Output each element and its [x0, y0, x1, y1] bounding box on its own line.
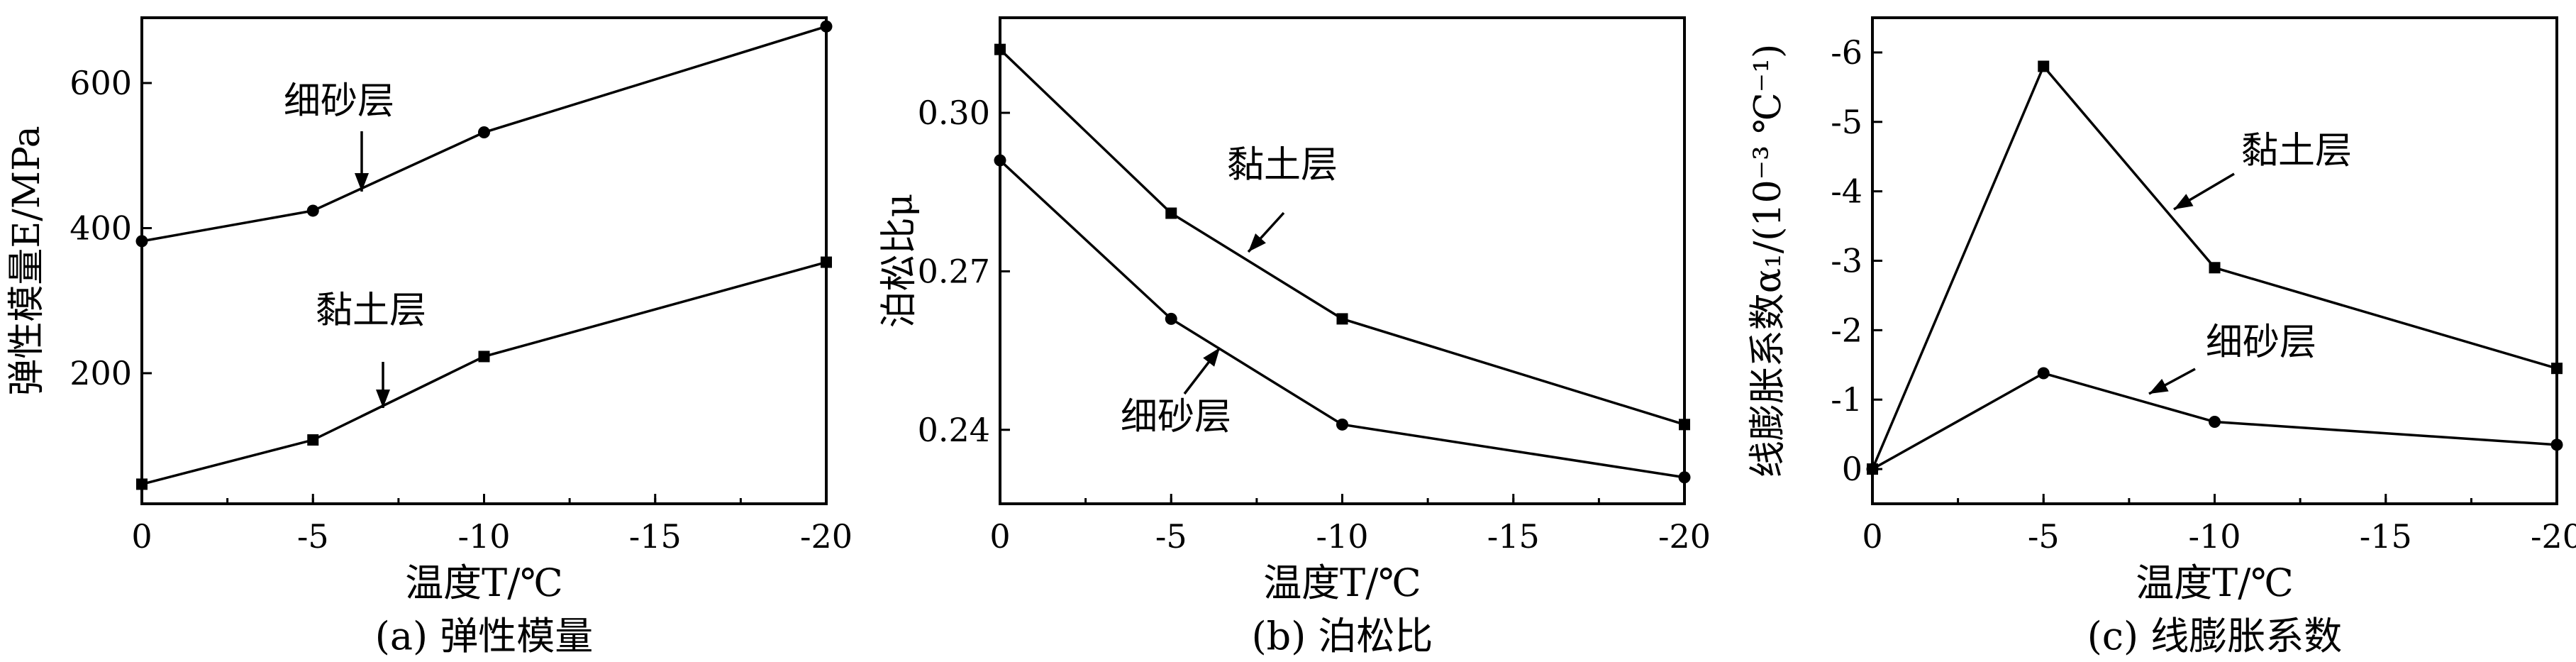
- data-point-square: [2551, 363, 2563, 375]
- series-line-1: [999, 48, 1685, 426]
- data-point-square: [136, 478, 148, 490]
- plot-frame: [1871, 16, 2558, 505]
- y-axis-label: 线膨胀系数α₁/(10⁻³ ℃⁻¹): [1747, 44, 1789, 478]
- data-point-square: [1336, 313, 1348, 325]
- data-point-square: [1165, 207, 1177, 219]
- data-point-circle: [306, 204, 319, 217]
- annotation-arrow-head: [355, 173, 369, 192]
- annotation-arrow-head: [2174, 194, 2194, 209]
- y-tick-label: -1: [1831, 380, 1862, 419]
- data-point-circle: [1678, 471, 1691, 484]
- series-line-2: [999, 159, 1685, 479]
- y-axis-label: 泊松比μ: [878, 194, 921, 329]
- x-tick-label: -10: [457, 517, 510, 556]
- data-point-square: [821, 256, 832, 268]
- x-tick-label: -20: [2531, 517, 2576, 556]
- data-point-circle: [994, 154, 1006, 167]
- x-tick-label: -20: [800, 517, 853, 556]
- series-line-2: [1872, 372, 2558, 470]
- data-point-circle: [1165, 312, 1177, 325]
- panel-caption: (b) 泊松比: [1252, 614, 1433, 658]
- y-tick-label: -2: [1831, 311, 1862, 349]
- panel-caption: (c) 线膨胀系数: [2087, 614, 2343, 658]
- data-point-square: [2038, 60, 2050, 72]
- x-tick-label: 0: [1862, 517, 1882, 556]
- data-point-square: [478, 351, 490, 363]
- panel-caption: (a) 弹性模量: [375, 614, 594, 658]
- data-point-square: [307, 434, 319, 446]
- y-tick-label: -5: [1831, 103, 1862, 141]
- x-tick-label: -15: [629, 517, 682, 556]
- x-tick-label: -15: [2360, 517, 2412, 556]
- data-point-square: [2209, 262, 2221, 274]
- x-tick-label: 0: [989, 517, 1010, 556]
- annotation-arrow-head: [1203, 348, 1220, 367]
- series-annotation-label: 细砂层: [284, 80, 394, 123]
- y-tick-label: 0.27: [918, 252, 990, 290]
- x-tick-label: -10: [2188, 517, 2241, 556]
- data-point-circle: [478, 126, 490, 139]
- x-tick-label: -5: [2028, 517, 2060, 556]
- data-point-circle: [1866, 463, 1879, 475]
- y-tick-label: -4: [1831, 172, 1862, 211]
- annotation-arrow-head: [1248, 233, 1266, 252]
- data-point-circle: [135, 235, 148, 248]
- y-tick-label: 0: [1842, 450, 1862, 488]
- x-axis-label: 温度T/℃: [405, 561, 563, 605]
- data-point-square: [994, 43, 1006, 55]
- y-tick-label: 600: [70, 64, 132, 102]
- y-tick-label: -6: [1831, 33, 1862, 72]
- series-line-2: [141, 260, 827, 486]
- series-annotation-label: 黏土层: [1227, 144, 1338, 187]
- x-tick-label: -15: [1487, 517, 1540, 556]
- data-point-square: [1679, 419, 1690, 431]
- series-annotation-label: 细砂层: [2206, 321, 2316, 364]
- x-axis-label: 温度T/℃: [2136, 561, 2294, 605]
- series-line-1: [1871, 64, 2558, 470]
- series-line-1: [141, 25, 827, 243]
- series-annotation-label: 黏土层: [2241, 130, 2352, 172]
- y-tick-label: 200: [70, 354, 132, 392]
- y-tick-label: 400: [70, 209, 132, 247]
- plot-frame: [140, 16, 828, 505]
- plot-frame: [999, 16, 1686, 505]
- data-point-circle: [1336, 418, 1348, 431]
- y-tick-label: 0.30: [918, 94, 990, 132]
- annotation-arrow-head: [2149, 378, 2169, 394]
- y-axis-label: 弹性模量E/MPa: [6, 126, 48, 395]
- x-axis-label: 温度T/℃: [1263, 561, 1421, 605]
- y-tick-label: -3: [1831, 242, 1862, 280]
- x-tick-label: -5: [1155, 517, 1187, 556]
- data-point-circle: [2209, 416, 2221, 429]
- annotation-arrow-head: [376, 390, 390, 408]
- series-annotation-label: 细砂层: [1121, 396, 1231, 438]
- data-point-circle: [2037, 367, 2050, 380]
- x-tick-label: -5: [297, 517, 329, 556]
- series-annotation-label: 黏土层: [316, 289, 426, 332]
- x-tick-label: -20: [1658, 517, 1711, 556]
- data-point-circle: [820, 20, 833, 33]
- x-tick-label: -10: [1316, 517, 1368, 556]
- data-point-circle: [2550, 438, 2563, 451]
- y-tick-label: 0.24: [918, 411, 990, 449]
- x-tick-label: 0: [131, 517, 152, 556]
